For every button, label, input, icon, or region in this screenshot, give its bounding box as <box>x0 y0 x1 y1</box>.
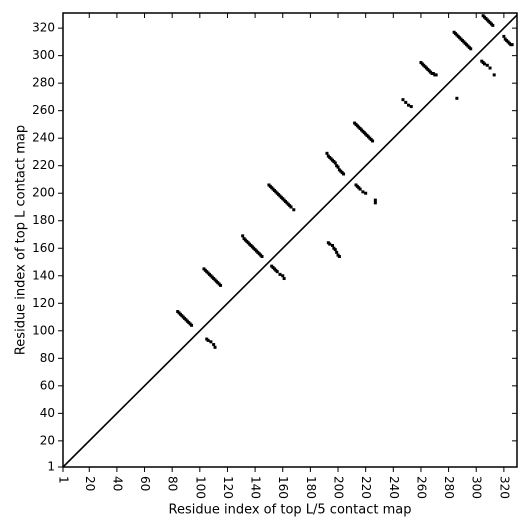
contact-point <box>434 73 438 77</box>
x-tick-label: 180 <box>304 476 318 499</box>
contact-point <box>373 201 377 205</box>
y-tick-label: 300 <box>32 48 55 62</box>
y-tick-label: 140 <box>32 268 55 282</box>
contact-point <box>241 234 245 238</box>
contact-point <box>278 272 282 276</box>
x-tick-label: 320 <box>497 476 511 499</box>
contact-point <box>330 244 334 248</box>
contact-point <box>407 103 411 107</box>
contact-point <box>364 191 368 195</box>
x-axis-label: Residue index of top L/5 contact map <box>169 503 412 518</box>
contact-point <box>328 242 332 246</box>
contact-point <box>488 66 492 70</box>
x-tick-label: 100 <box>193 476 207 499</box>
contact-point <box>289 205 293 209</box>
contact-point <box>409 105 413 109</box>
x-tick-label: 280 <box>442 476 456 499</box>
y-tick-label: 100 <box>32 323 55 337</box>
contact-point <box>212 343 216 347</box>
contact-point <box>292 208 296 212</box>
contact-point <box>275 270 279 274</box>
x-tick-label: 120 <box>221 476 235 499</box>
contact-point <box>213 345 217 349</box>
contact-point <box>209 340 213 344</box>
x-tick-label: 220 <box>359 476 373 499</box>
contact-point <box>206 338 210 342</box>
x-tick-label: 300 <box>470 476 484 499</box>
y-tick-label: 40 <box>40 406 55 420</box>
x-tick-label: 200 <box>332 476 346 499</box>
contact-point <box>337 255 341 259</box>
contact-point <box>281 274 285 278</box>
x-tick-label: 60 <box>138 476 152 491</box>
contact-point <box>373 198 377 202</box>
contact-point <box>219 283 223 287</box>
contact-point <box>485 63 489 67</box>
contact-point <box>371 139 375 143</box>
diagonal-line <box>62 14 518 468</box>
y-tick-label: 80 <box>40 351 55 365</box>
contact-point <box>358 187 362 191</box>
contact-point <box>260 255 264 259</box>
y-tick-label: 280 <box>32 76 55 90</box>
contact-point <box>502 34 506 38</box>
contact-point <box>491 23 495 27</box>
y-tick-label: 320 <box>32 21 55 35</box>
plot-frame <box>62 12 518 468</box>
contact-point <box>325 151 329 155</box>
x-tick-label: 160 <box>276 476 290 499</box>
x-tick-label: 140 <box>249 476 263 499</box>
contact-point <box>333 161 337 165</box>
contact-point <box>510 43 514 47</box>
contact-point <box>401 98 405 102</box>
y-tick-label: 200 <box>32 186 55 200</box>
y-tick-label: 20 <box>40 433 55 447</box>
contact-point <box>342 172 346 176</box>
x-tick-label: 240 <box>387 476 401 499</box>
y-tick-label: 60 <box>40 378 55 392</box>
x-tick-label: 1 <box>57 476 71 484</box>
x-tick-label: 260 <box>414 476 428 499</box>
contact-point <box>190 323 194 327</box>
y-tick-label: 240 <box>32 131 55 145</box>
contact-point <box>455 96 459 100</box>
x-tick-label: 80 <box>166 476 180 491</box>
y-tick-label: 160 <box>32 241 55 255</box>
contact-point <box>361 190 365 194</box>
contact-point <box>333 248 337 252</box>
y-axis-label: Residue index of top L contact map <box>14 125 29 355</box>
contact-point <box>282 277 286 281</box>
contact-point <box>469 47 473 51</box>
y-tick-label: 1 <box>47 460 55 474</box>
x-tick-label: 40 <box>110 476 124 491</box>
contact-point <box>492 73 496 77</box>
contact-point <box>483 62 487 66</box>
contact-point <box>404 100 408 104</box>
y-tick-label: 260 <box>32 103 55 117</box>
y-tick-label: 220 <box>32 158 55 172</box>
x-tick-label: 20 <box>83 476 97 491</box>
y-tick-label: 120 <box>32 296 55 310</box>
contact-point <box>335 250 339 254</box>
contact-point <box>336 165 340 169</box>
y-tick-label: 180 <box>32 213 55 227</box>
